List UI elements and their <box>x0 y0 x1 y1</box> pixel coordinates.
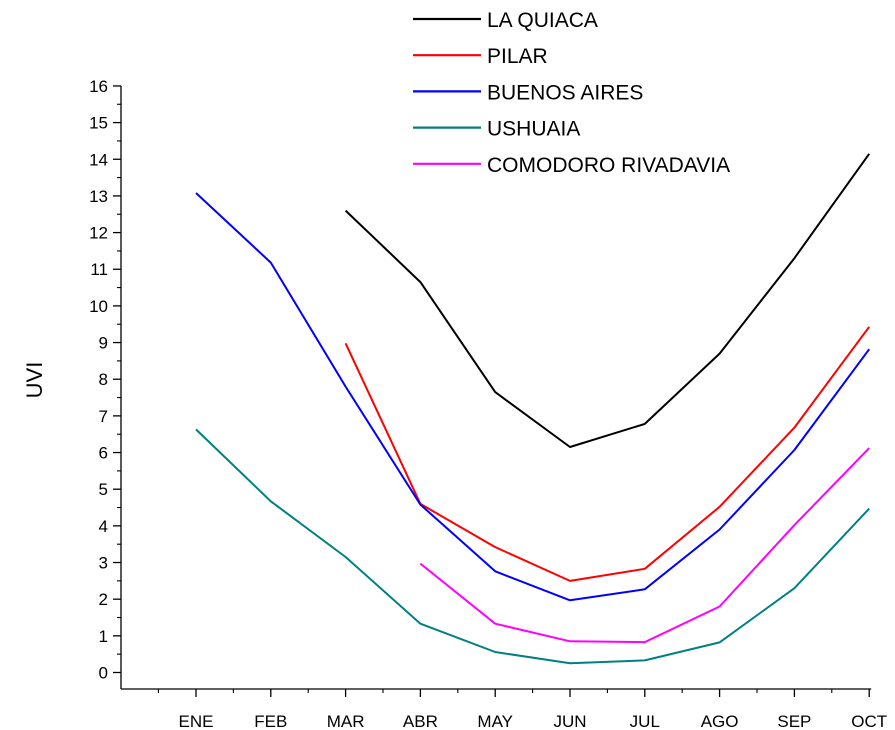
series-line-buenos-aires <box>195 192 871 602</box>
legend-label: LA QUIACA <box>487 9 598 32</box>
y-tick-label: 9 <box>99 334 108 353</box>
y-axis-label: UVI <box>22 362 47 399</box>
legend-item-la-quiaca: LA QUIACA <box>413 9 598 32</box>
x-tick-label: ABR <box>403 712 438 730</box>
y-tick-label: 7 <box>99 407 108 426</box>
x-tick-label: MAY <box>477 712 513 730</box>
x-tick-label: MAR <box>327 712 365 730</box>
y-tick-label: 4 <box>99 517 108 536</box>
y-tick-label: 8 <box>99 370 108 389</box>
x-tick-label: SEP <box>777 712 811 730</box>
y-tick-label: 10 <box>89 297 108 316</box>
x-tick-label: FEB <box>254 712 287 730</box>
series-lines <box>195 153 871 665</box>
legend-label: COMODORO RIVADAVIA <box>487 154 730 177</box>
y-tick-label: 6 <box>99 444 108 463</box>
x-ticks: ENE FEB MAR ABR MAY JUN JUL AGO SEP OCT <box>157 689 887 730</box>
y-tick-label: 16 <box>89 77 108 96</box>
series-line-ushuaia <box>195 428 870 665</box>
series-line-la-quiaca <box>344 153 871 448</box>
legend-item-ushuaia: USHUAIA <box>413 118 580 141</box>
y-tick-label: 0 <box>99 664 108 683</box>
legend: LA QUIACA PILAR BUENOS AIRES USHUAIA COMODOR… <box>413 9 730 177</box>
y-tick-label: 3 <box>99 554 108 573</box>
y-tick-label: 15 <box>89 114 108 133</box>
legend-item-pilar: PILAR <box>413 45 548 68</box>
series-line-comodoro-rivadavia <box>419 447 870 644</box>
y-tick-label: 2 <box>99 590 108 609</box>
y-tick-label: 14 <box>89 150 108 169</box>
legend-label: USHUAIA <box>487 118 580 141</box>
y-tick-label: 12 <box>89 224 108 243</box>
y-tick-label: 13 <box>89 187 108 206</box>
x-tick-label: JUL <box>630 712 660 730</box>
legend-item-buenos-aires: BUENOS AIRES <box>413 81 643 104</box>
y-tick-label: 11 <box>90 260 108 279</box>
x-tick-label: OCT <box>851 712 887 730</box>
y-tick-label: 5 <box>99 480 108 499</box>
x-tick-label: JUN <box>553 712 586 730</box>
legend-label: BUENOS AIRES <box>487 81 643 104</box>
x-tick-label: AGO <box>701 712 739 730</box>
x-tick-label: ENE <box>179 712 214 730</box>
y-tick-label: 1 <box>99 627 108 646</box>
legend-item-comodoro-rivadavia: COMODORO RIVADAVIA <box>413 154 730 177</box>
legend-label: PILAR <box>487 45 548 68</box>
series-line-pilar <box>344 326 871 582</box>
